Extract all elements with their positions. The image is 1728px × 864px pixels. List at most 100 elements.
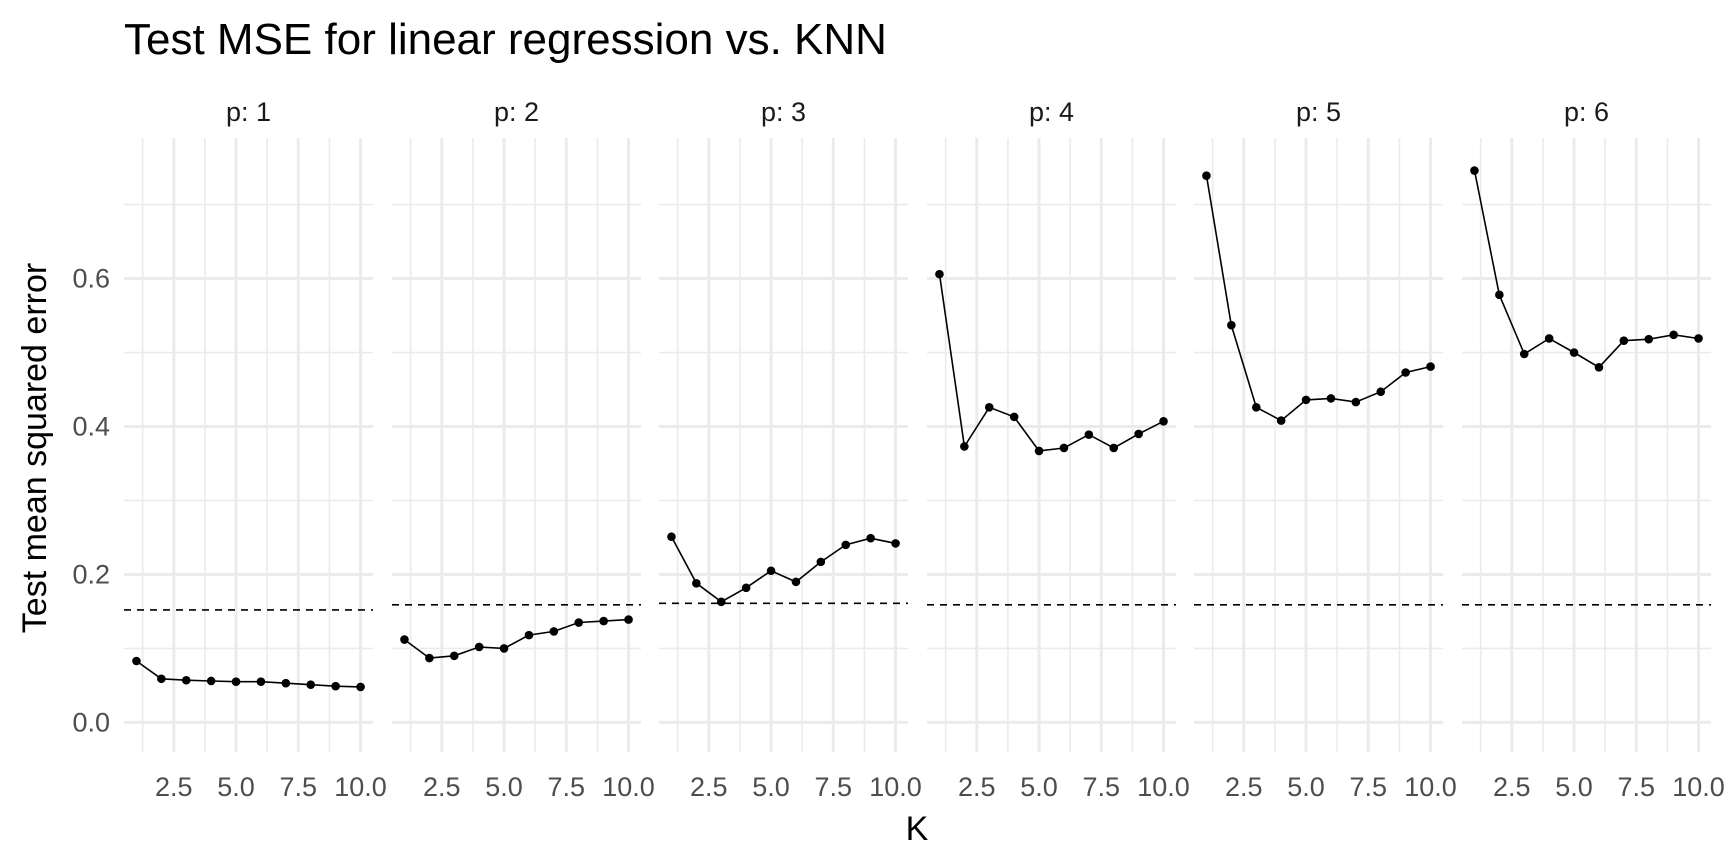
knn-mse-point (1519, 349, 1529, 359)
facet-strip-label: p: 6 (1564, 97, 1609, 127)
facet-panel-p1: p: 1 2.5 5.0 7.5 10.0 (124, 97, 387, 802)
knn-mse-point (132, 656, 141, 666)
x-tick-label: 5.0 (485, 772, 523, 802)
x-axis-title: K (906, 810, 929, 848)
knn-mse-point (891, 539, 900, 548)
knn-mse-point (1376, 387, 1386, 397)
knn-mse-point (549, 627, 559, 636)
knn-mse-point (599, 616, 608, 626)
knn-mse-point (1594, 363, 1604, 372)
knn-mse-point (574, 618, 584, 627)
x-tick-label: 2.5 (958, 772, 996, 802)
y-axis: 0.0 0.2 0.4 0.6 (72, 264, 110, 738)
x-tick-label: 10.0 (1672, 772, 1725, 802)
knn-mse-point (1251, 402, 1261, 412)
knn-mse-point (331, 681, 340, 691)
x-tick-label: 2.5 (1225, 772, 1263, 802)
knn-mse-point (1134, 429, 1143, 439)
knn-mse-point (425, 653, 434, 663)
y-tick-label: 0.2 (72, 559, 110, 589)
knn-mse-point (624, 615, 633, 624)
facet-panel-p3: p: 3 2.5 5.0 7.5 10.0 (659, 97, 922, 802)
chart-title: Test MSE for linear regression vs. KNN (124, 15, 887, 64)
x-tick-label: 5.0 (752, 772, 790, 802)
x-tick-label: 7.5 (815, 772, 853, 802)
knn-mse-point (356, 682, 365, 692)
facet-strip-label: p: 1 (226, 97, 271, 127)
knn-mse-point (1109, 443, 1119, 453)
facet-strip-label: p: 5 (1296, 97, 1341, 127)
knn-mse-point (766, 566, 776, 576)
x-tick-label: 5.0 (1020, 772, 1058, 802)
knn-mse-point (1227, 320, 1236, 330)
x-tick-label: 5.0 (1555, 772, 1593, 802)
knn-mse-point (400, 635, 409, 644)
knn-mse-point (1159, 417, 1168, 426)
knn-mse-point (1301, 395, 1311, 405)
knn-mse-point (791, 577, 801, 587)
knn-mse-point (1276, 416, 1286, 425)
x-tick-label: 10.0 (1404, 772, 1457, 802)
y-axis-title: Test mean squared error (16, 263, 54, 633)
knn-mse-point (1644, 334, 1654, 344)
y-tick-label: 0.6 (72, 264, 110, 294)
x-tick-label: 7.5 (548, 772, 586, 802)
knn-mse-point (1034, 446, 1044, 456)
knn-mse-point (1084, 430, 1094, 439)
y-tick-label: 0.0 (72, 707, 110, 737)
knn-mse-point (741, 583, 751, 593)
x-tick-label: 10.0 (602, 772, 655, 802)
knn-mse-point (1544, 334, 1554, 343)
knn-mse-point (256, 677, 266, 687)
knn-mse-line (670, 536, 896, 603)
knn-mse-point (181, 675, 191, 685)
knn-mse-point (449, 651, 459, 661)
knn-mse-point (306, 680, 316, 689)
knn-mse-point (231, 677, 241, 687)
facet-strip-label: p: 3 (761, 97, 806, 127)
knn-mse-point (1694, 334, 1703, 343)
knn-mse-point (841, 540, 851, 550)
x-tick-label: 7.5 (280, 772, 318, 802)
facet-strip-label: p: 2 (494, 97, 539, 127)
y-tick-label: 0.4 (72, 412, 110, 442)
x-tick-label: 7.5 (1083, 772, 1121, 802)
knn-mse-point (960, 442, 969, 451)
knn-mse-point (1351, 397, 1361, 407)
knn-mse-line (403, 618, 629, 659)
knn-mse-point (1569, 348, 1579, 357)
knn-mse-point (667, 532, 676, 542)
knn-mse-point (1202, 171, 1211, 181)
knn-mse-point (984, 402, 994, 412)
knn-mse-point (866, 533, 875, 543)
x-tick-label: 10.0 (869, 772, 922, 802)
knn-mse-point (1009, 412, 1019, 422)
knn-mse-point (499, 644, 509, 653)
x-tick-label: 7.5 (1618, 772, 1656, 802)
knn-mse-point (716, 597, 726, 607)
knn-mse-point (1669, 330, 1678, 340)
knn-mse-point (281, 678, 291, 688)
knn-mse-line (938, 273, 1164, 452)
facet-panel-p2: p: 2 2.5 5.0 7.5 10.0 (392, 97, 655, 802)
facet-panels: p: 1 2.5 5.0 7.5 10.0 p: 2 2.5 5.0 7.5 10.0 p: 3 2.… (124, 97, 1725, 802)
x-tick-label: 10.0 (334, 772, 387, 802)
knn-mse-point (1619, 336, 1629, 345)
knn-mse-point (1326, 394, 1336, 403)
knn-mse-point (1059, 443, 1069, 453)
x-tick-label: 2.5 (423, 772, 461, 802)
x-tick-label: 2.5 (155, 772, 193, 802)
facet-panel-p4: p: 4 2.5 5.0 7.5 10.0 (927, 97, 1190, 802)
knn-mse-point (474, 642, 484, 652)
knn-mse-point (157, 674, 166, 684)
x-tick-label: 2.5 (1493, 772, 1531, 802)
facet-panel-p6: p: 6 2.5 5.0 7.5 10.0 (1462, 97, 1725, 802)
facet-panel-p5: p: 5 2.5 5.0 7.5 10.0 (1194, 97, 1457, 802)
knn-mse-point (816, 557, 826, 567)
knn-mse-point (1470, 166, 1479, 175)
knn-mse-point (692, 579, 701, 588)
knn-mse-point (1401, 368, 1410, 377)
knn-mse-line (1473, 170, 1699, 369)
knn-mse-point (206, 676, 216, 686)
